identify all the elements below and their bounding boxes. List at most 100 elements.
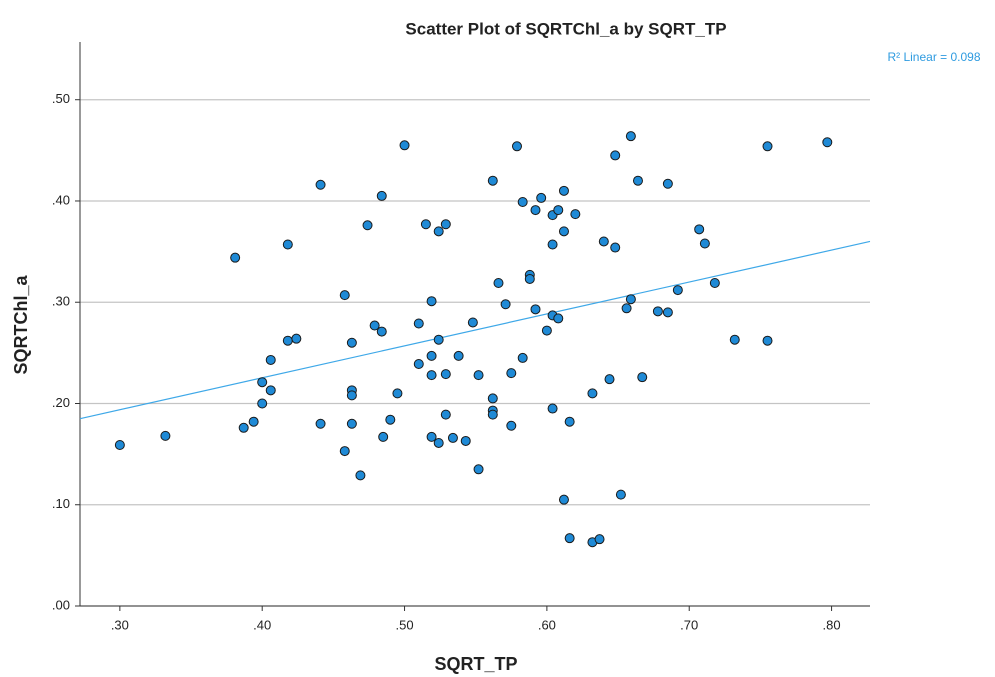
- point: [553, 313, 564, 324]
- y-tick-label: .20: [52, 395, 70, 410]
- point: [822, 137, 833, 148]
- point: [709, 277, 720, 288]
- point: [524, 273, 535, 284]
- point: [487, 409, 498, 420]
- point: [558, 494, 569, 505]
- point: [610, 150, 621, 161]
- point: [248, 416, 259, 427]
- point: [460, 435, 471, 446]
- y-tick-label: .50: [52, 91, 70, 106]
- point: [339, 290, 350, 301]
- point: [355, 470, 366, 481]
- x-tick-label: .50: [396, 617, 414, 632]
- point: [530, 304, 541, 315]
- point: [238, 422, 249, 433]
- point: [570, 209, 581, 220]
- point: [420, 219, 431, 230]
- point: [536, 192, 547, 203]
- y-tick-label: .10: [52, 496, 70, 511]
- point: [530, 205, 541, 216]
- point: [453, 350, 464, 361]
- point: [413, 318, 424, 329]
- point: [433, 437, 444, 448]
- point: [729, 334, 740, 345]
- r2-annotation: R² Linear = 0.098: [887, 50, 980, 64]
- point: [547, 239, 558, 250]
- point: [282, 239, 293, 250]
- chart-title: Scatter Plot of SQRTChl_a by SQRT_TP: [405, 19, 726, 38]
- point: [473, 370, 484, 381]
- point: [587, 388, 598, 399]
- point: [426, 431, 437, 442]
- y-tick-label: .40: [52, 192, 70, 207]
- point: [672, 285, 683, 296]
- point: [564, 416, 575, 427]
- point: [506, 420, 517, 431]
- point: [392, 388, 403, 399]
- x-tick-label: .70: [680, 617, 698, 632]
- point: [257, 377, 268, 388]
- point: [230, 252, 241, 263]
- point: [160, 430, 171, 441]
- point: [426, 350, 437, 361]
- point: [339, 446, 350, 457]
- fit-line: [79, 240, 871, 420]
- point: [662, 307, 673, 318]
- point: [625, 131, 636, 142]
- point: [346, 337, 357, 348]
- point: [413, 358, 424, 369]
- point: [346, 418, 357, 429]
- point: [473, 464, 484, 475]
- point: [621, 303, 632, 314]
- point: [632, 175, 643, 186]
- point: [652, 306, 663, 317]
- point: [558, 226, 569, 237]
- point: [500, 299, 511, 310]
- point: [610, 242, 621, 253]
- point: [625, 294, 636, 305]
- point: [426, 370, 437, 381]
- point: [487, 175, 498, 186]
- point: [558, 185, 569, 196]
- point: [447, 432, 458, 443]
- point: [615, 489, 626, 500]
- point: [433, 334, 444, 345]
- point: [604, 374, 615, 385]
- point: [517, 352, 528, 363]
- point: [511, 141, 522, 152]
- point: [378, 431, 389, 442]
- point: [385, 414, 396, 425]
- point: [517, 196, 528, 207]
- point: [487, 393, 498, 404]
- y-axis-title: SQRTChl_a: [11, 275, 31, 375]
- point: [541, 325, 552, 336]
- x-tick-label: .30: [111, 617, 129, 632]
- point: [506, 368, 517, 379]
- point: [257, 398, 268, 409]
- point: [594, 534, 605, 545]
- point: [440, 409, 451, 420]
- point: [265, 354, 276, 365]
- point: [467, 317, 478, 328]
- point: [426, 296, 437, 307]
- point: [346, 390, 357, 401]
- point: [699, 238, 710, 249]
- y-tick-label: .30: [52, 294, 70, 309]
- point: [265, 385, 276, 396]
- point: [553, 205, 564, 216]
- point: [564, 533, 575, 544]
- point: [637, 372, 648, 383]
- point: [376, 190, 387, 201]
- point: [362, 220, 373, 231]
- point: [315, 179, 326, 190]
- point: [315, 418, 326, 429]
- point: [114, 440, 125, 451]
- point: [694, 224, 705, 235]
- point: [762, 335, 773, 346]
- x-tick-label: .80: [823, 617, 841, 632]
- x-tick-label: .60: [538, 617, 556, 632]
- point: [282, 335, 293, 346]
- point: [369, 320, 380, 331]
